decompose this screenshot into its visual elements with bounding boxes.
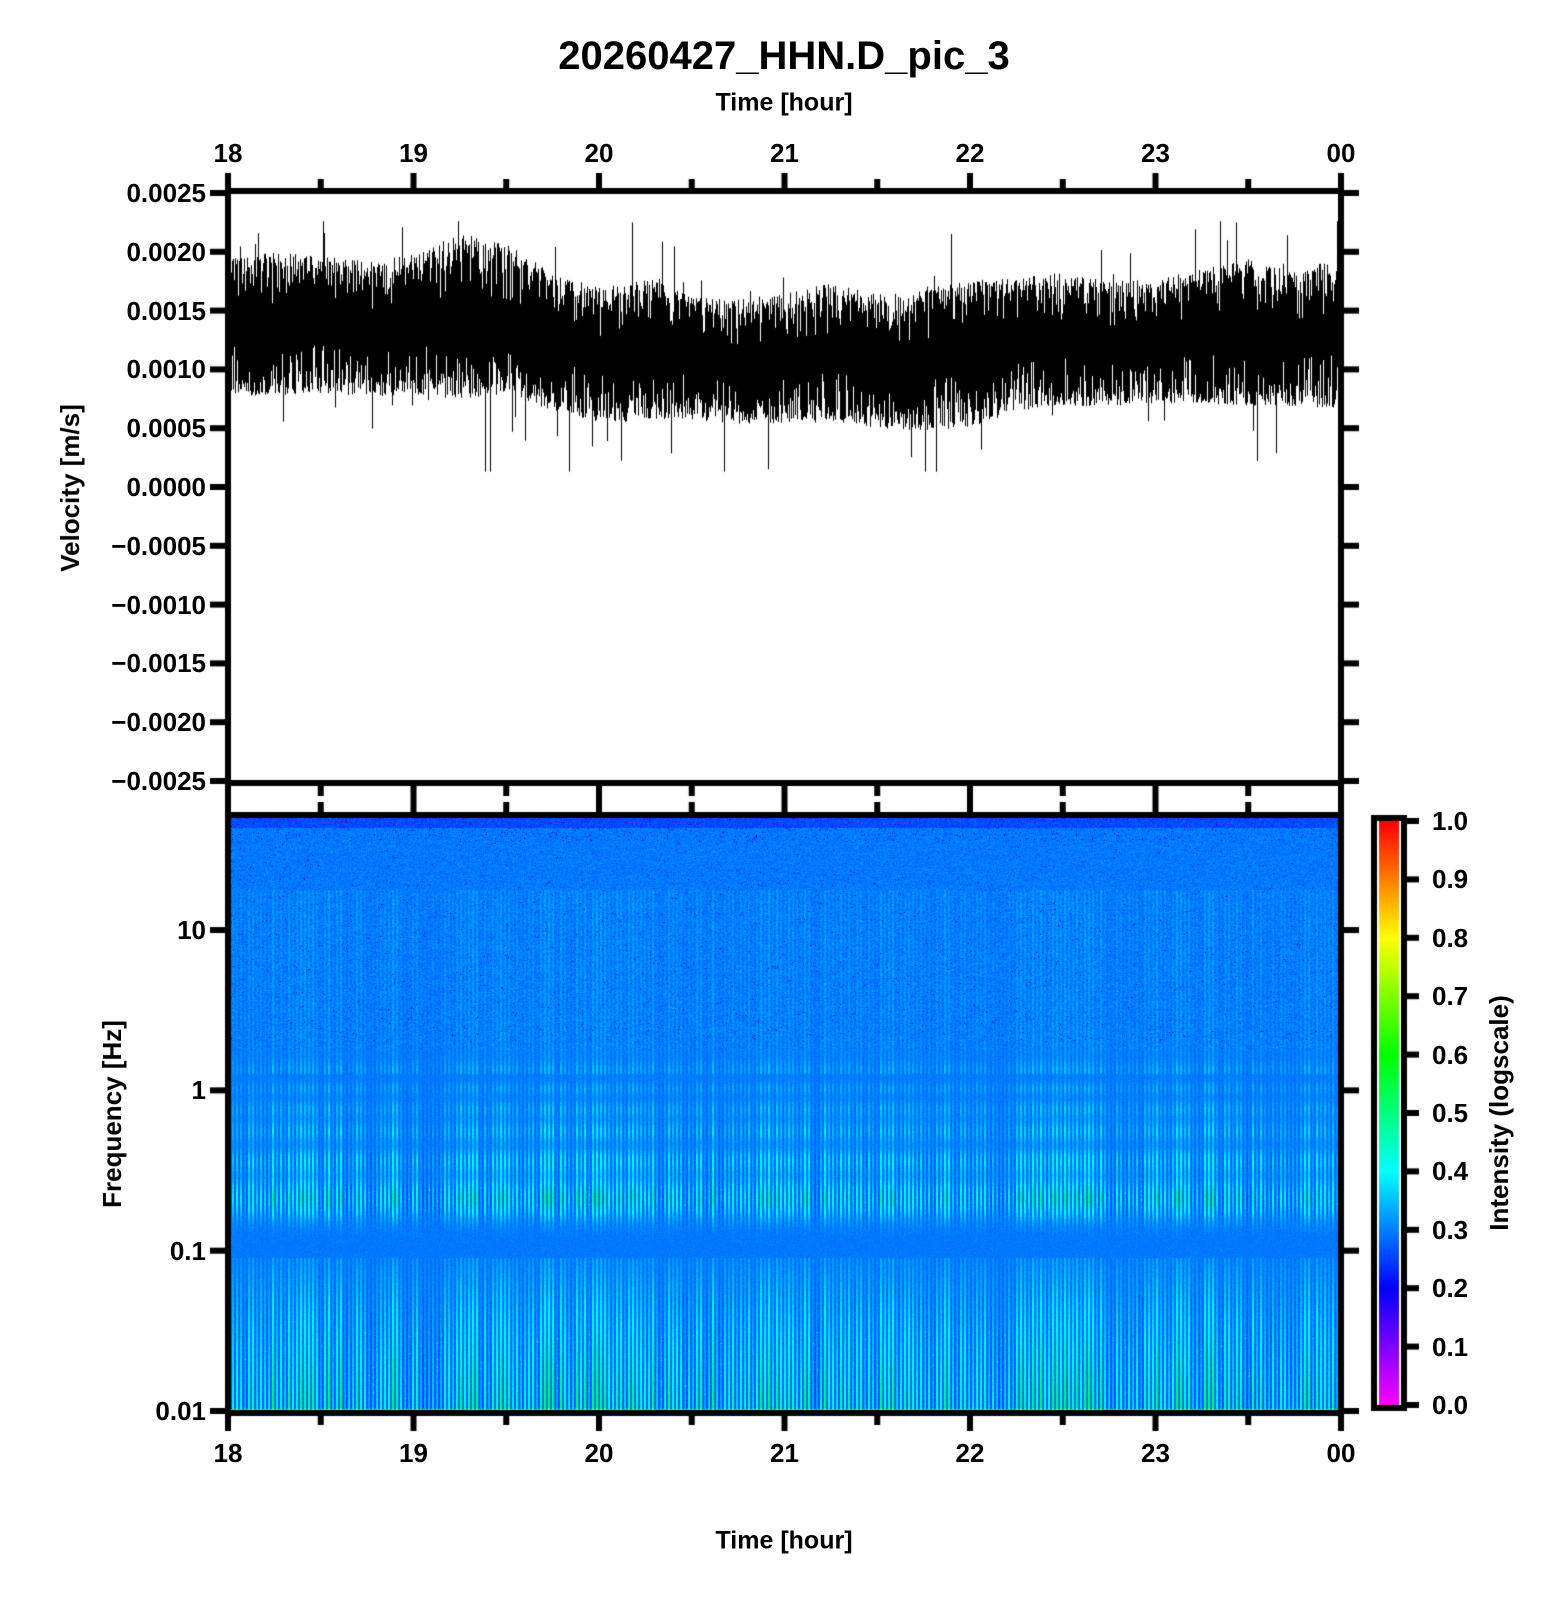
bottom-x-tick-label: 21	[770, 1438, 799, 1468]
colorbar-label: Intensity (logscale)	[1484, 995, 1514, 1231]
bottom-x-tick-label: 20	[584, 1438, 614, 1468]
waveform-y-tick-label: −0.0010	[111, 589, 206, 620]
waveform-y-tick-label: 0.0020	[126, 236, 206, 267]
spectrogram-y-tick-label: 0.1	[169, 1235, 206, 1266]
waveform-y-tick-label: −0.0020	[111, 707, 206, 738]
colorbar-tick-label: 0.6	[1432, 1039, 1469, 1070]
waveform-y-tick-label: 0.0025	[126, 178, 206, 208]
bottom-x-tick-label: 19	[399, 1438, 428, 1468]
waveform-y-tick-label: −0.0015	[111, 648, 206, 679]
waveform-y-axis-label: Velocity [m/s]	[55, 404, 85, 572]
waveform-y-tick-label: 0.0015	[126, 295, 206, 326]
bottom-x-tick-label: 23	[1141, 1438, 1170, 1468]
colorbar-tick-label: 0.1	[1432, 1331, 1469, 1362]
colorbar-tick-label: 0.0	[1432, 1390, 1469, 1420]
top-x-axis-label: Time [hour]	[715, 88, 853, 117]
top-x-tick-label: 22	[955, 138, 985, 168]
colorbar-tick-label: 0.7	[1432, 981, 1469, 1012]
top-x-tick-label: 20	[584, 138, 614, 168]
top-x-tick-label: 00	[1326, 138, 1356, 168]
colorbar-tick-label: 0.4	[1432, 1156, 1469, 1187]
colorbar-tick-label: 0.8	[1432, 922, 1469, 953]
colorbar-tick-label: 0.2	[1432, 1273, 1469, 1304]
top-x-tick-label: 23	[1141, 138, 1170, 168]
waveform-y-tick-label: −0.0025	[111, 766, 206, 796]
colorbar-tick-label: 0.9	[1432, 864, 1469, 895]
top-x-tick-label: 21	[770, 138, 799, 168]
spectrogram-y-tick-label: 10	[177, 915, 206, 946]
bottom-x-axis-label: Time [hour]	[715, 1526, 853, 1555]
top-x-tick-label: 19	[399, 138, 428, 168]
bottom-x-tick-label: 00	[1326, 1438, 1356, 1468]
top-x-tick-label: 18	[213, 138, 243, 168]
bottom-x-tick-label: 18	[213, 1438, 243, 1468]
waveform-y-tick-label: 0.0000	[126, 472, 206, 502]
waveform-y-tick-label: 0.0005	[126, 413, 206, 444]
colorbar-tick-label: 0.3	[1432, 1214, 1469, 1245]
spectrogram-y-tick-label: 1	[191, 1075, 206, 1106]
spectrogram-y-axis-label: Frequency [Hz]	[97, 1020, 127, 1208]
waveform-y-tick-label: −0.0005	[111, 530, 206, 561]
colorbar-tick-label: 0.5	[1432, 1098, 1469, 1128]
waveform-y-tick-label: 0.0010	[126, 354, 206, 385]
page-title: 20260427_HHN.D_pic_3	[558, 34, 1010, 78]
spectrogram-y-tick-label: 0.01	[155, 1396, 206, 1426]
colorbar-tick-label: 1.0	[1432, 806, 1469, 836]
bottom-x-tick-label: 22	[955, 1438, 985, 1468]
